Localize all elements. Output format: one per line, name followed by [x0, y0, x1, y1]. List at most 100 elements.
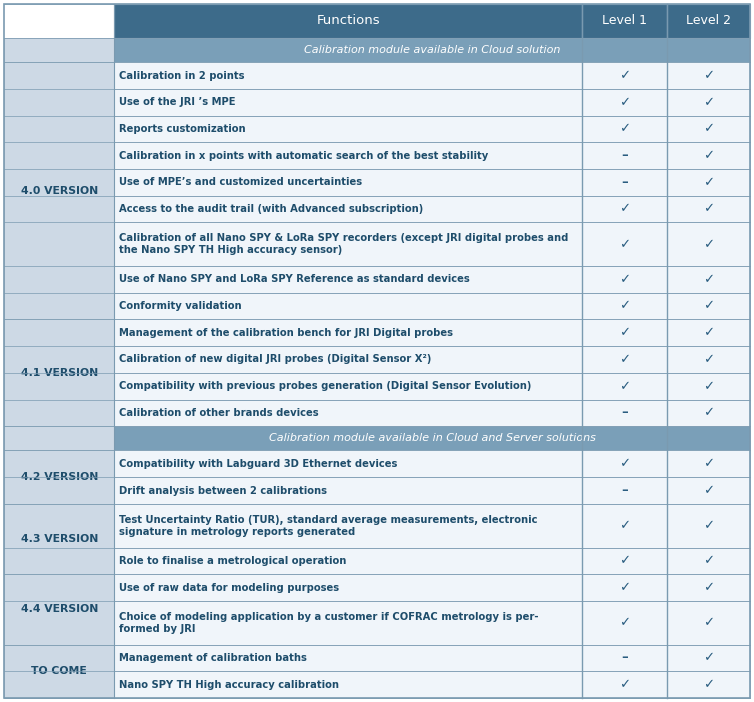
- Text: Drift analysis between 2 calibrations: Drift analysis between 2 calibrations: [119, 486, 327, 496]
- Text: ✓: ✓: [619, 519, 630, 532]
- Bar: [667, 293, 750, 319]
- Text: Management of the calibration bench for JRI Digital probes: Management of the calibration bench for …: [119, 328, 453, 338]
- Bar: [582, 504, 667, 548]
- Text: Access to the audit trail (with Advanced subscription): Access to the audit trail (with Advanced…: [119, 204, 423, 214]
- Text: Use of MPE’s and customized uncertainties: Use of MPE’s and customized uncertaintie…: [119, 178, 362, 187]
- Bar: [667, 62, 750, 89]
- Text: Calibration module available in Cloud solution: Calibration module available in Cloud so…: [304, 45, 560, 55]
- Bar: [115, 293, 582, 319]
- Text: Compatibility with previous probes generation (Digital Sensor Evolution): Compatibility with previous probes gener…: [119, 381, 532, 391]
- Text: ✓: ✓: [619, 273, 630, 286]
- Bar: [582, 574, 667, 601]
- Bar: [4, 38, 115, 62]
- Bar: [667, 671, 750, 698]
- Bar: [582, 89, 667, 116]
- Text: ✓: ✓: [703, 203, 714, 216]
- Bar: [667, 143, 750, 169]
- Bar: [582, 644, 667, 671]
- Bar: [582, 477, 667, 504]
- Bar: [582, 293, 667, 319]
- Bar: [582, 373, 667, 399]
- Text: ✓: ✓: [703, 122, 714, 135]
- Bar: [582, 399, 667, 426]
- Bar: [115, 426, 750, 451]
- Text: ✓: ✓: [703, 678, 714, 691]
- Bar: [667, 196, 750, 223]
- Bar: [115, 89, 582, 116]
- Bar: [4, 426, 115, 451]
- Text: Calibration in 2 points: Calibration in 2 points: [119, 71, 244, 81]
- Bar: [667, 4, 750, 38]
- Text: ✓: ✓: [619, 203, 630, 216]
- Bar: [582, 601, 667, 644]
- Text: –: –: [621, 484, 628, 497]
- Bar: [667, 346, 750, 373]
- Text: Use of raw data for modeling purposes: Use of raw data for modeling purposes: [119, 583, 339, 592]
- Bar: [667, 548, 750, 574]
- Text: ✓: ✓: [619, 353, 630, 366]
- Text: Level 2: Level 2: [686, 15, 731, 27]
- Text: Conformity validation: Conformity validation: [119, 301, 241, 311]
- Bar: [582, 62, 667, 89]
- Text: ✓: ✓: [703, 380, 714, 392]
- Bar: [115, 373, 582, 399]
- Bar: [115, 223, 582, 266]
- Text: ✓: ✓: [703, 273, 714, 286]
- Text: TO COME: TO COME: [32, 666, 87, 676]
- Text: ✓: ✓: [703, 616, 714, 629]
- Text: ✓: ✓: [619, 678, 630, 691]
- Bar: [667, 169, 750, 196]
- Text: ✓: ✓: [703, 95, 714, 109]
- Bar: [582, 143, 667, 169]
- Bar: [4, 451, 115, 504]
- Text: ✓: ✓: [619, 581, 630, 594]
- Bar: [582, 451, 667, 477]
- Text: ✓: ✓: [619, 457, 630, 470]
- Text: ✓: ✓: [703, 238, 714, 251]
- Text: ✓: ✓: [703, 519, 714, 532]
- Bar: [115, 266, 582, 293]
- Bar: [667, 451, 750, 477]
- Bar: [4, 644, 115, 698]
- Bar: [115, 451, 582, 477]
- Bar: [115, 116, 582, 143]
- Text: 4.3 VERSION: 4.3 VERSION: [20, 534, 98, 544]
- Bar: [115, 671, 582, 698]
- Bar: [667, 504, 750, 548]
- Bar: [667, 399, 750, 426]
- Text: Calibration of all Nano SPY & LoRa SPY recorders (except JRI digital probes and
: Calibration of all Nano SPY & LoRa SPY r…: [119, 233, 569, 256]
- Bar: [667, 373, 750, 399]
- Bar: [582, 169, 667, 196]
- Text: –: –: [621, 406, 628, 419]
- Text: –: –: [621, 176, 628, 189]
- Text: Test Uncertainty Ratio (TUR), standard average measurements, electronic
signatur: Test Uncertainty Ratio (TUR), standard a…: [119, 515, 538, 537]
- Text: ✓: ✓: [703, 300, 714, 312]
- Text: ✓: ✓: [619, 300, 630, 312]
- Bar: [115, 399, 582, 426]
- Text: ✓: ✓: [703, 406, 714, 419]
- Text: ✓: ✓: [703, 555, 714, 567]
- Text: ✓: ✓: [619, 69, 630, 82]
- Text: Management of calibration baths: Management of calibration baths: [119, 653, 307, 663]
- Text: 4.1 VERSION: 4.1 VERSION: [20, 368, 98, 378]
- Text: –: –: [621, 149, 628, 162]
- Text: ✓: ✓: [619, 95, 630, 109]
- Text: Nano SPY TH High accuracy calibration: Nano SPY TH High accuracy calibration: [119, 680, 339, 689]
- Bar: [4, 319, 115, 426]
- Text: ✓: ✓: [703, 651, 714, 665]
- Bar: [115, 504, 582, 548]
- Text: ✓: ✓: [619, 380, 630, 392]
- Bar: [667, 116, 750, 143]
- Bar: [115, 169, 582, 196]
- Bar: [582, 223, 667, 266]
- Text: 4.4 VERSION: 4.4 VERSION: [20, 604, 98, 614]
- Text: Calibration module available in Cloud and Server solutions: Calibration module available in Cloud an…: [268, 433, 596, 444]
- Bar: [582, 548, 667, 574]
- Bar: [667, 266, 750, 293]
- Bar: [582, 116, 667, 143]
- Text: 4.2 VERSION: 4.2 VERSION: [20, 472, 98, 482]
- Bar: [115, 548, 582, 574]
- Text: Functions: Functions: [317, 15, 380, 27]
- Text: ✓: ✓: [703, 176, 714, 189]
- Bar: [115, 4, 582, 38]
